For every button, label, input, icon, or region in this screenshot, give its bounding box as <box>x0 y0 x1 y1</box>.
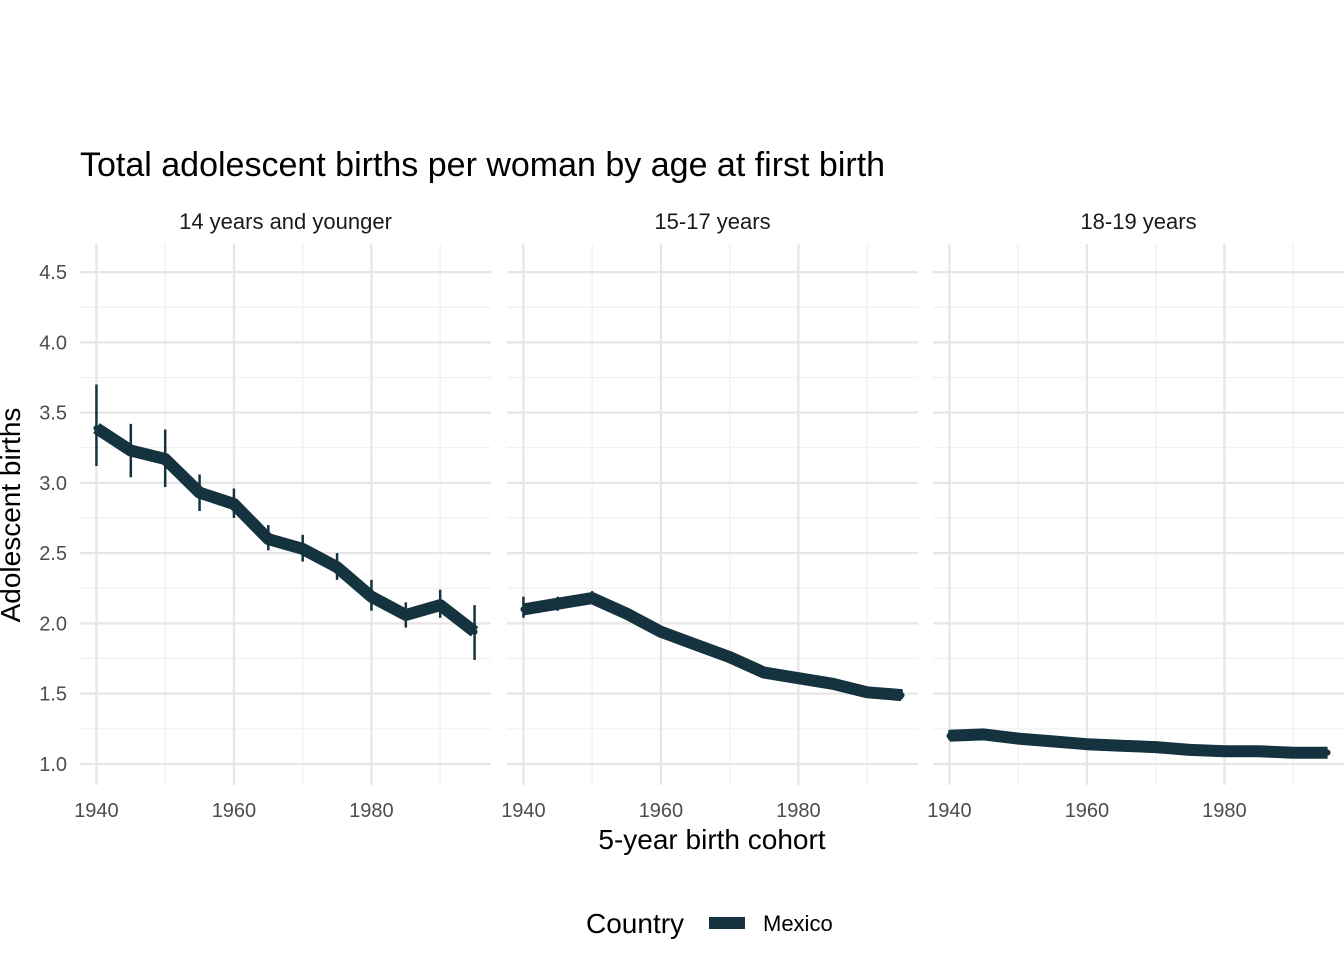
data-point <box>402 611 409 618</box>
data-point <box>946 732 953 739</box>
data-point <box>334 564 341 571</box>
y-tick-label: 2.5 <box>39 543 67 565</box>
panel-3: 18-19 years 1940 1960 1980 <box>927 209 1344 822</box>
x-tick-label: 1960 <box>639 800 684 822</box>
facet-label: 15-17 years <box>654 209 770 234</box>
data-point <box>1255 748 1262 755</box>
y-tick-label: 3.0 <box>39 473 67 495</box>
data-point <box>726 654 733 661</box>
data-point <box>1152 744 1159 751</box>
data-point <box>589 595 596 602</box>
panel-1: 14 years and younger 1940 1960 1980 1.0 1.5 2.… <box>39 209 491 822</box>
data-point <box>230 500 237 507</box>
series-line-mexico <box>949 728 1328 759</box>
data-point <box>299 545 306 552</box>
data-point <box>898 692 905 699</box>
data-point <box>265 536 272 543</box>
data-point <box>162 455 169 462</box>
y-tick-label: 1.5 <box>39 684 67 706</box>
data-point <box>980 731 987 738</box>
data-point <box>692 641 699 648</box>
data-point <box>864 689 871 696</box>
data-point <box>127 447 134 454</box>
x-tick-label: 1940 <box>501 800 546 822</box>
panel-2: 15-17 years 1940 1960 1980 <box>501 209 918 822</box>
y-tick-label: 3.5 <box>39 403 67 425</box>
y-tick-label: 4.0 <box>39 332 67 354</box>
legend-title: Country <box>586 908 684 939</box>
y-tick-label: 4.5 <box>39 262 67 284</box>
data-point <box>761 669 768 676</box>
data-point <box>1187 746 1194 753</box>
data-point <box>1049 738 1056 745</box>
data-point <box>554 600 561 607</box>
data-point <box>368 593 375 600</box>
x-tick-label: 1940 <box>74 800 119 822</box>
chart-title: Total adolescent births per woman by age… <box>80 146 885 184</box>
y-axis-title: Adolescent births <box>0 408 26 623</box>
data-point <box>657 628 664 635</box>
data-point <box>1118 742 1125 749</box>
data-point <box>1015 735 1022 742</box>
x-tick-label: 1940 <box>927 800 972 822</box>
data-point <box>196 489 203 496</box>
data-point <box>520 606 527 613</box>
data-point <box>623 610 630 617</box>
x-tick-label: 1960 <box>212 800 257 822</box>
series-line-mexico <box>522 592 903 702</box>
y-tick-label: 2.0 <box>39 613 67 635</box>
facet-label: 18-19 years <box>1080 209 1196 234</box>
series-line-mexico <box>93 423 479 637</box>
x-tick-label: 1980 <box>349 800 394 822</box>
data-point <box>471 628 478 635</box>
x-tick-label: 1960 <box>1065 800 1110 822</box>
data-point <box>829 680 836 687</box>
data-point <box>1083 741 1090 748</box>
data-point <box>1221 748 1228 755</box>
x-axis-title: 5-year birth cohort <box>598 824 825 855</box>
data-point <box>437 602 444 609</box>
x-tick-label: 1980 <box>1202 800 1247 822</box>
facet-label: 14 years and younger <box>179 209 392 234</box>
facet-panels: 14 years and younger 1940 1960 1980 1.0 1.5 2.… <box>39 209 1344 822</box>
y-tick-label: 1.0 <box>39 754 67 776</box>
legend-label-mexico: Mexico <box>763 911 833 936</box>
data-point <box>93 425 100 432</box>
data-point <box>1324 749 1331 756</box>
x-tick-label: 1980 <box>776 800 821 822</box>
data-point <box>1290 749 1297 756</box>
data-point <box>795 675 802 682</box>
legend: Country Mexico <box>586 908 833 939</box>
